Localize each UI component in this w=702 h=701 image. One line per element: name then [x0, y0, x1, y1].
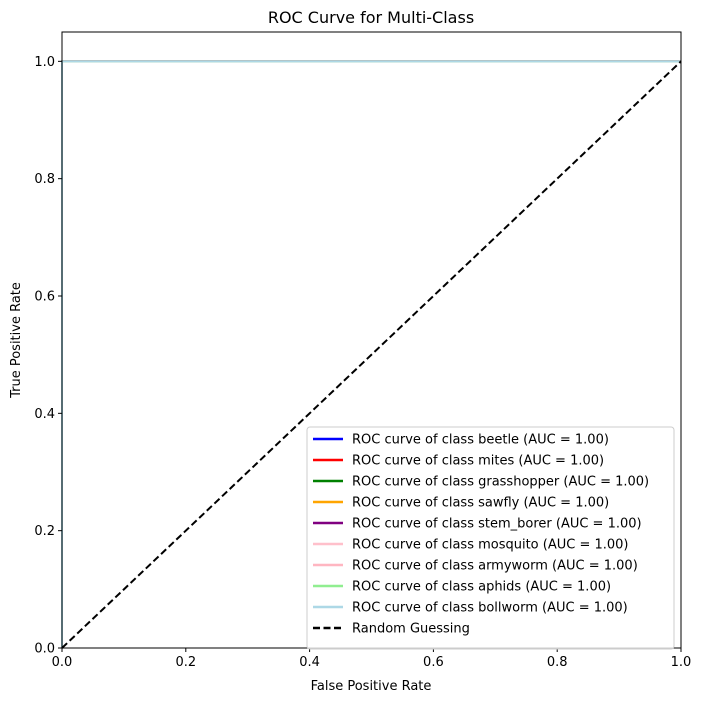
- y-axis-label: True Positive Rate: [9, 282, 24, 399]
- legend: ROC curve of class beetle (AUC = 1.00) RO…: [306, 426, 675, 650]
- y-tick-label-2: 0.4: [34, 407, 55, 422]
- chart-title: ROC Curve for Multi-Class: [268, 8, 474, 27]
- series-line-9: [61, 60, 682, 649]
- legend-label-9: Random Guessing: [352, 622, 470, 637]
- x-tick-label-1: 0.2: [175, 655, 196, 670]
- y-tick-label-0: 0.0: [34, 642, 55, 657]
- x-tick-label-2: 0.4: [299, 655, 320, 670]
- legend-label-8: ROC curve of class bollworm (AUC = 1.00): [352, 601, 628, 616]
- x-axis-label: False Positive Rate: [311, 679, 432, 694]
- x-tick-label-3: 0.6: [423, 655, 444, 670]
- legend-label-6: ROC curve of class armyworm (AUC = 1.00): [352, 559, 638, 574]
- legend-label-3: ROC curve of class sawfly (AUC = 1.00): [352, 496, 609, 511]
- x-tick-label-4: 0.8: [547, 655, 568, 670]
- legend-label-0: ROC curve of class beetle (AUC = 1.00): [352, 433, 609, 448]
- legend-label-2: ROC curve of class grasshopper (AUC = 1.…: [352, 475, 649, 490]
- y-tick-label-3: 0.6: [34, 290, 55, 305]
- y-tick-label-1: 0.2: [34, 524, 55, 539]
- y-tick-label-5: 1.0: [34, 55, 55, 70]
- legend-label-1: ROC curve of class mites (AUC = 1.00): [352, 454, 604, 469]
- x-axis-ticks: 0.0 0.2 0.4 0.6 0.8 1.0: [52, 648, 692, 670]
- x-tick-label-0: 0.0: [52, 655, 73, 670]
- legend-box: [306, 426, 675, 650]
- x-tick-label-5: 1.0: [671, 655, 692, 670]
- y-axis-ticks: 0.0 0.2 0.4 0.6 0.8 1.0: [34, 55, 62, 657]
- legend-label-4: ROC curve of class stem_borer (AUC = 1.0…: [352, 517, 642, 532]
- legend-label-7: ROC curve of class aphids (AUC = 1.00): [352, 580, 611, 595]
- y-tick-label-4: 0.8: [34, 172, 55, 187]
- legend-label-5: ROC curve of class mosquito (AUC = 1.00): [352, 538, 629, 553]
